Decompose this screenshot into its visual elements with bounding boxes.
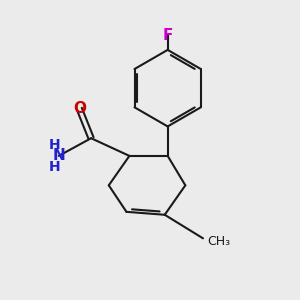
Text: N: N [52, 148, 65, 164]
Text: CH₃: CH₃ [207, 235, 230, 248]
Text: H: H [49, 160, 60, 174]
Text: O: O [73, 101, 86, 116]
Text: H: H [49, 138, 60, 152]
Text: F: F [163, 28, 173, 43]
